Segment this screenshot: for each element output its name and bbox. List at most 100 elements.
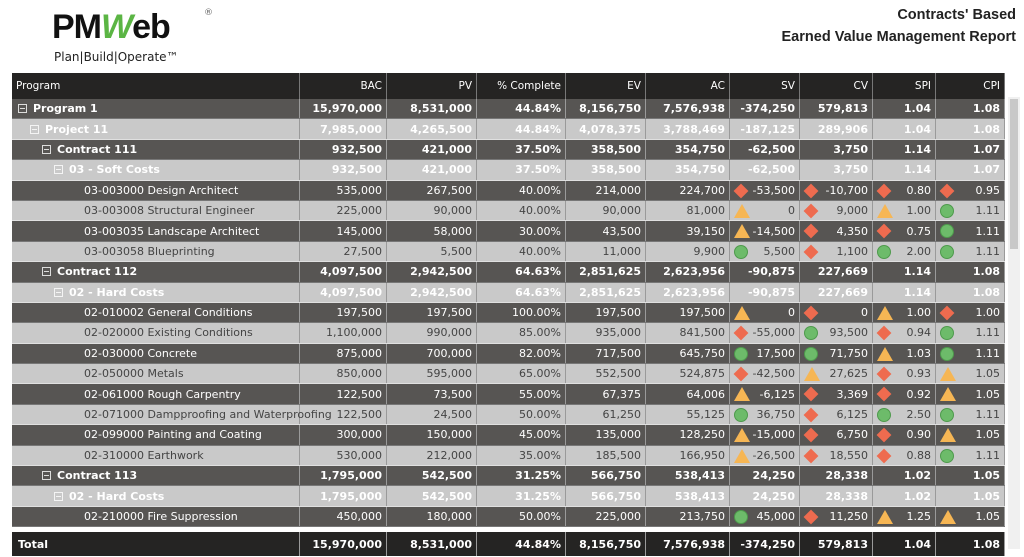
cell-value: 224,700 (679, 183, 726, 197)
cell-value: 1.04 (903, 122, 931, 136)
cell-ac: 166,950 (646, 445, 730, 466)
cell-value: 37.50% (515, 163, 561, 177)
cell-cv: 3,750 (800, 139, 873, 160)
cell-value: 990,000 (426, 326, 473, 340)
collapse-icon[interactable] (54, 165, 63, 175)
cell-spi: 1.00 (873, 302, 936, 323)
group-row[interactable]: Project 11 7,985,000 4,265,500 44.84% 4,078,… (12, 119, 1005, 140)
table-row[interactable]: 02-310000 Earthwork 530,000 212,000 35.00% 1… (12, 445, 1005, 467)
group-row[interactable]: 02 - Hard Costs 1,795,000 542,500 31.25% 566… (12, 486, 1005, 507)
cell-value: 1.02 (903, 489, 931, 503)
cell-value: 579,813 (817, 102, 868, 116)
pmweb-logo: PMWeb ® Plan|Build|Operate™ (52, 8, 213, 64)
column-header-program[interactable]: Program (12, 73, 300, 99)
column-header-cpi[interactable]: CPI (936, 73, 1005, 99)
table-row[interactable]: 03-003008 Structural Engineer 225,000 90,0… (12, 200, 1005, 222)
group-row[interactable]: 03 - Soft Costs 932,500 421,000 37.50% 358,5… (12, 160, 1005, 181)
cell-pv: 180,000 (387, 506, 477, 527)
amber-triangle-icon (734, 448, 750, 463)
row-label-cell: Contract 113 (12, 466, 300, 486)
cell-bac: 1,100,000 (300, 323, 387, 343)
scrollbar-thumb[interactable] (1010, 99, 1018, 249)
cell-value: 3,750 (833, 142, 868, 156)
collapse-icon[interactable] (42, 144, 51, 154)
cell-value: 700,000 (426, 346, 473, 360)
cell--complete: 65.00% (477, 364, 566, 384)
collapse-icon[interactable] (18, 104, 27, 114)
collapse-icon[interactable] (54, 287, 63, 297)
cell-ac: 538,413 (646, 466, 730, 486)
cell-value: 1.05 (975, 367, 1001, 381)
table-row[interactable]: 02-099000 Painting and Coating 300,000 150… (12, 425, 1005, 446)
cell-value: 64.63% (515, 265, 561, 279)
cell-value: -90,875 (747, 285, 795, 299)
cell-cv: 3,750 (800, 160, 873, 180)
cell-spi: 1.02 (873, 466, 936, 486)
cell--complete: 85.00% (477, 323, 566, 343)
table-header: Program BAC PV% Complete EV AC SV CV SPI CPI (12, 73, 1005, 99)
table-row[interactable]: 02-020000 Existing Conditions 1,100,000 99… (12, 323, 1005, 344)
cell-value: 135,000 (595, 428, 642, 442)
cell-spi: 0.92 (873, 384, 936, 404)
cell-value: 61,250 (602, 408, 642, 422)
cell-spi: 0.80 (873, 180, 936, 200)
collapse-icon[interactable] (42, 267, 51, 277)
cell-pv: 8,531,000 (387, 99, 477, 119)
red-diamond-icon (803, 509, 819, 525)
group-row[interactable]: Program 1 15,970,000 8,531,000 44.84% 8,156,… (12, 99, 1005, 120)
cell-ev: 197,500 (566, 302, 646, 323)
column-header-cv[interactable]: CV (800, 73, 873, 99)
cell-value: 542,500 (421, 489, 472, 503)
cell-cv: 11,250 (800, 506, 873, 527)
group-row[interactable]: Contract 113 1,795,000 542,500 31.25% 566,75… (12, 466, 1005, 487)
cell-value: 40.00% (519, 244, 561, 258)
table-row[interactable]: 02-071000 Dampproofing and Waterproofing… (12, 404, 1005, 426)
vertical-scrollbar[interactable] (1008, 97, 1020, 549)
cell-cpi: 1.08 (936, 282, 1005, 302)
amber-triangle-icon (877, 203, 893, 218)
group-row[interactable]: Contract 111 932,500 421,000 37.50% 358,500 3… (12, 139, 1005, 161)
table-row[interactable]: 02-010002 General Conditions 197,500 197,5… (12, 302, 1005, 324)
column-header-pv[interactable]: PV (387, 73, 477, 99)
row-label: 03-003008 Structural Engineer (84, 204, 255, 218)
table-row[interactable]: 03-003000 Design Architect 535,000 267,500… (12, 180, 1005, 201)
column-header-spi[interactable]: SPI (873, 73, 936, 99)
amber-triangle-icon (877, 305, 893, 320)
cell-bac: 932,500 (300, 139, 387, 160)
collapse-icon[interactable] (42, 471, 51, 481)
table-row[interactable]: 02-061000 Rough Carpentry 122,500 73,500 55… (12, 384, 1005, 405)
cell-pv: 421,000 (387, 160, 477, 180)
group-row[interactable]: 02 - Hard Costs 4,097,500 2,942,500 64.63% 2… (12, 282, 1005, 303)
collapse-icon[interactable] (54, 491, 63, 501)
table-row[interactable]: 02-030000 Concrete 875,000 700,000 82.00% 71… (12, 343, 1005, 365)
row-label-cell: 03-003035 Landscape Architect (12, 221, 300, 241)
cell--complete: 40.00% (477, 241, 566, 262)
group-row[interactable]: Contract 112 4,097,500 2,942,500 64.63% 2,85… (12, 262, 1005, 283)
cell-value: 225,000 (336, 204, 383, 218)
cell-bac: 1,795,000 (300, 466, 387, 486)
column-header-ev[interactable]: EV (566, 73, 646, 99)
column-header-complete[interactable]: % Complete (477, 73, 566, 99)
column-header-ac[interactable]: AC (646, 73, 730, 99)
red-diamond-icon (733, 183, 749, 198)
cell-sv: 17,500 (730, 343, 800, 364)
table-row[interactable]: 03-003058 Blueprinting 27,500 5,500 40.00% 1… (12, 241, 1005, 263)
cell-value: 122,500 (336, 408, 383, 422)
cell-cv: 579,813 (800, 99, 873, 119)
amber-triangle-icon (877, 509, 893, 524)
table-row[interactable]: 02-050000 Metals 850,000 595,000 65.00% 552,… (12, 364, 1005, 385)
cell-value: 1.25 (906, 510, 932, 523)
collapse-icon[interactable] (30, 124, 39, 134)
column-header-sv[interactable]: SV (730, 73, 800, 99)
cell-cpi: 1.11 (936, 343, 1005, 364)
cell-value: 450,000 (336, 510, 383, 523)
cell-value: 225,000 (595, 510, 642, 523)
cell-value: 5,500 (763, 244, 796, 258)
total-label: Total (12, 532, 300, 556)
cell-cv: 3,369 (800, 384, 873, 404)
column-header-bac[interactable]: BAC (300, 73, 387, 99)
cell-value: 122,500 (336, 387, 383, 401)
table-row[interactable]: 03-003035 Landscape Architect 145,000 58,0… (12, 221, 1005, 242)
table-row[interactable]: 02-210000 Fire Suppression 450,000 180,000… (12, 506, 1005, 528)
cell-value: 166,950 (679, 448, 726, 462)
